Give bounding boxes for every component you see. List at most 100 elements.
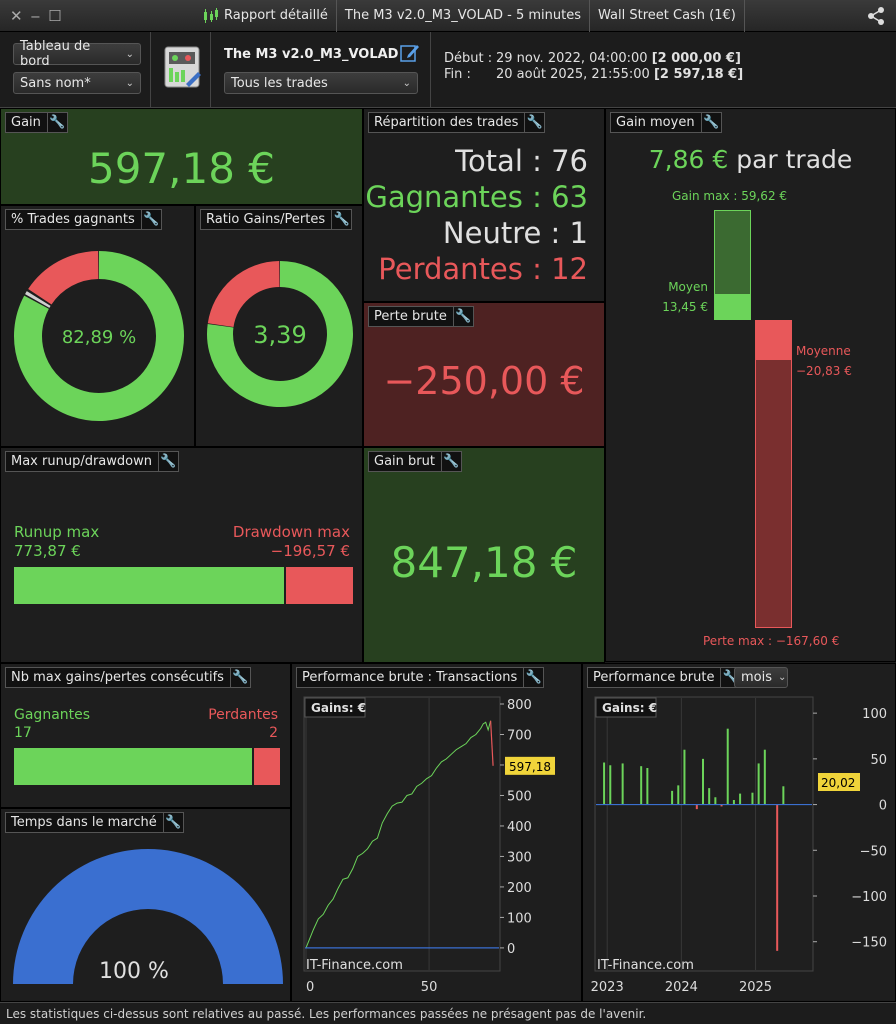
wrench-icon[interactable]: 🔧 (162, 813, 183, 832)
panel-title-text: Perte brute (374, 309, 447, 324)
minimize-icon[interactable]: ‒ (30, 6, 41, 25)
close-icon[interactable]: ✕ (10, 6, 23, 25)
wrench-icon[interactable]: 🔧 (157, 452, 178, 471)
panel-title-text: Temps dans le marché (11, 815, 157, 830)
report-tab[interactable]: Rapport détaillé (72, 0, 337, 32)
runup-drawdown-bar (14, 567, 353, 604)
wrench-icon[interactable]: 🔧 (331, 210, 351, 229)
perte-max-label: Perte max : −167,60 € (703, 634, 840, 648)
win-rate-donut: 82,89 % (14, 251, 184, 421)
gain-brut-value: 847,18 € (390, 538, 578, 587)
gain-moyen-value: 7,86 € (648, 145, 729, 174)
panel-title-text: Performance brute (593, 670, 715, 685)
end-value: [2 597,18 €] (653, 67, 744, 82)
maximize-icon[interactable]: ☐ (48, 6, 62, 25)
name-select-value: Sans nom* (20, 75, 91, 91)
wrench-icon[interactable]: 🔧 (452, 307, 473, 326)
wrench-icon[interactable]: 🔧 (440, 452, 461, 471)
edit-icon[interactable] (400, 43, 420, 63)
runup-panel: Max runup/drawdown 🔧 Runup max 773,87 € D… (0, 447, 363, 663)
win-rate-value: 82,89 % (62, 327, 136, 348)
x-tick-label: 2024 (665, 980, 698, 995)
panel-title-text: % Trades gagnants (11, 212, 135, 227)
consec-panel: Nb max gains/pertes consécutifs 🔧 Gagnant… (0, 663, 291, 808)
wrench-icon[interactable]: 🔧 (700, 113, 721, 132)
bar (708, 788, 711, 805)
bar (702, 758, 704, 805)
panel-title-text: Répartition des trades (374, 115, 519, 130)
wrench-icon[interactable]: 🔧 (46, 113, 67, 132)
panel-title-text: Gain brut (374, 454, 435, 469)
bar (720, 804, 723, 807)
dashboard-select[interactable]: Tableau de bord ⌄ (13, 39, 141, 69)
y-tick-label: 400 (507, 820, 532, 835)
gain-moyen-suffix: par trade (728, 145, 853, 174)
panel-title-text: Nb max gains/pertes consécutifs (11, 670, 224, 685)
share-icon[interactable] (866, 6, 886, 26)
panel-title-text: Max runup/drawdown (11, 454, 152, 469)
donut-green-segment (207, 261, 353, 407)
watermark: IT-Finance.com (597, 958, 694, 973)
moyen-label: Moyen (668, 280, 708, 294)
gain-brut-panel: Gain brut 🔧 847,18 € (363, 447, 605, 663)
instrument-tab[interactable]: Wall Street Cash (1€) (590, 0, 745, 32)
bar (695, 804, 698, 810)
wrench-icon[interactable]: 🔧 (140, 210, 161, 229)
moyenne-label: Moyenne (796, 344, 851, 358)
trades-filter-value: Tous les trades (231, 75, 328, 91)
wrench-icon[interactable]: 🔧 (229, 668, 250, 687)
transactions-chart: 0100200300400500600700800 050 Gains: € I… (303, 696, 555, 995)
candlestick-icon (204, 7, 218, 23)
disclaimer: Les statistiques ci-dessus sont relative… (0, 1002, 896, 1024)
bar (782, 786, 785, 805)
gain-average-bar (714, 294, 751, 320)
report-label: Rapport détaillé (224, 8, 328, 23)
panel-title: Ratio Gains/Pertes 🔧 (200, 209, 353, 230)
gain-moyen-panel: Gain moyen 🔧 7,86 € par trade Gain max : … (605, 108, 896, 662)
dashboard-select-value: Tableau de bord (20, 39, 91, 69)
panel-title: % Trades gagnants 🔧 (5, 209, 162, 230)
drawdown-value: −196,57 € (270, 542, 350, 560)
period-select[interactable]: mois ⌄ (734, 667, 788, 688)
trades-filter-select[interactable]: Tous les trades ⌄ (224, 72, 418, 94)
moyenne-value: −20,83 € (796, 364, 852, 378)
bar (763, 749, 766, 805)
y-tick-label: 700 (507, 728, 532, 743)
bar (732, 800, 735, 805)
bar (751, 792, 754, 805)
loss-streak-label: Perdantes (208, 707, 278, 723)
bar (671, 790, 674, 805)
window-controls: ✕ ‒ ☐ (0, 7, 72, 25)
period-select-value: mois (741, 670, 773, 685)
bar (609, 765, 612, 805)
x-tick-label: 0 (306, 980, 314, 995)
last-trade-segment (490, 720, 494, 766)
bar (640, 766, 643, 805)
donut-red-segment (28, 251, 100, 305)
y-tick-label: −100 (851, 890, 887, 905)
y-tick-label: 200 (507, 881, 532, 896)
name-select[interactable]: Sans nom* ⌄ (13, 72, 141, 94)
bar (776, 804, 779, 951)
y-tick-label: 100 (862, 707, 887, 722)
winning-trades: Gagnantes : 63 (365, 180, 588, 214)
panel-title: Gain moyen 🔧 (610, 112, 722, 133)
wrench-icon[interactable]: 🔧 (523, 668, 543, 687)
loss-range-bar (755, 320, 792, 628)
y-tick-label: 100 (507, 911, 532, 926)
end-date: 20 août 2025, 21:55:00 (496, 67, 650, 82)
wrench-icon[interactable]: 🔧 (524, 113, 544, 132)
strategy-tab[interactable]: The M3 v2.0_M3_VOLAD - 5 minutes (337, 0, 591, 32)
y-tick-label: 500 (507, 789, 532, 804)
last-value-label: 597,18 (509, 760, 551, 774)
panel-title-text: Performance brute : Transactions (302, 670, 518, 685)
gain-max-label: Gain max : 59,62 € (672, 189, 788, 203)
loss-streak-segment (254, 748, 280, 785)
repartition-panel: Répartition des trades 🔧 Total : 76 Gagna… (363, 108, 605, 302)
panel-title: Temps dans le marché 🔧 (5, 812, 184, 833)
loss-average-bar (755, 320, 792, 360)
panel-title-text: Gain (11, 115, 41, 130)
gain-value: 597,18 € (87, 144, 276, 193)
strategy-settings-icon[interactable] (164, 46, 202, 90)
